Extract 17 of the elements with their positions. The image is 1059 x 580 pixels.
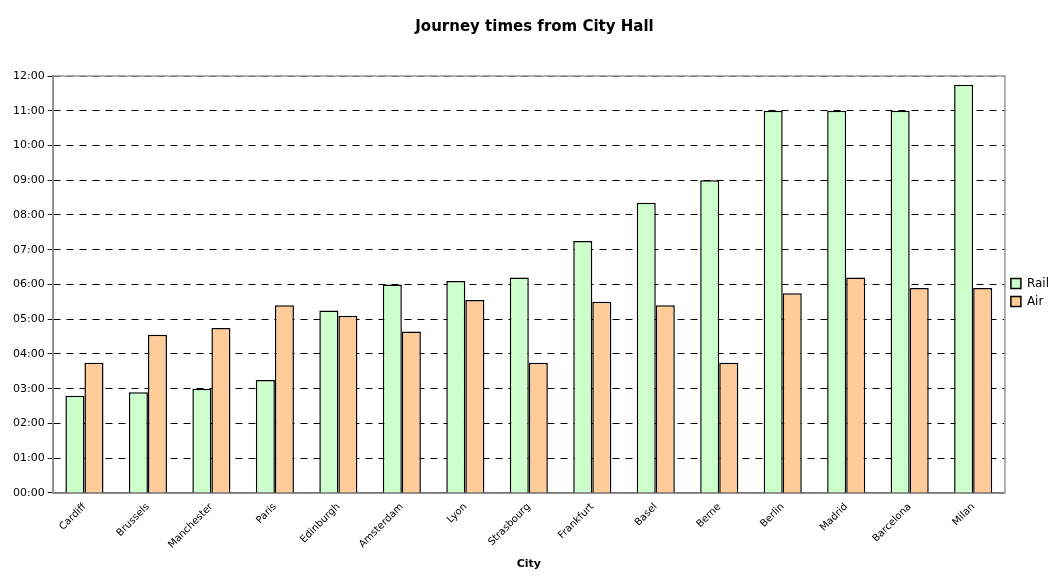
x-axis-title: City bbox=[516, 557, 541, 571]
y-tick-label: 12:00 bbox=[13, 68, 45, 82]
legend-label: Rail bbox=[1026, 275, 1050, 290]
y-tick-label: 02:00 bbox=[13, 416, 45, 430]
legend-label: Air bbox=[1026, 293, 1044, 308]
y-tick-label: 04:00 bbox=[13, 346, 45, 360]
y-tick-label: 11:00 bbox=[13, 103, 45, 117]
y-tick-label: 01:00 bbox=[13, 451, 45, 465]
y-tick-label: 05:00 bbox=[13, 312, 45, 326]
y-tick-label: 09:00 bbox=[13, 173, 45, 187]
y-tick-label: 00:00 bbox=[13, 485, 45, 499]
y-tick-label: 03:00 bbox=[13, 381, 45, 395]
chart-title: Journey times from City Hall bbox=[414, 16, 654, 35]
y-tick-label: 08:00 bbox=[13, 207, 45, 221]
y-tick-label: 07:00 bbox=[13, 242, 45, 256]
y-tick-label: 06:00 bbox=[13, 277, 45, 291]
y-tick-label: 10:00 bbox=[13, 138, 45, 152]
